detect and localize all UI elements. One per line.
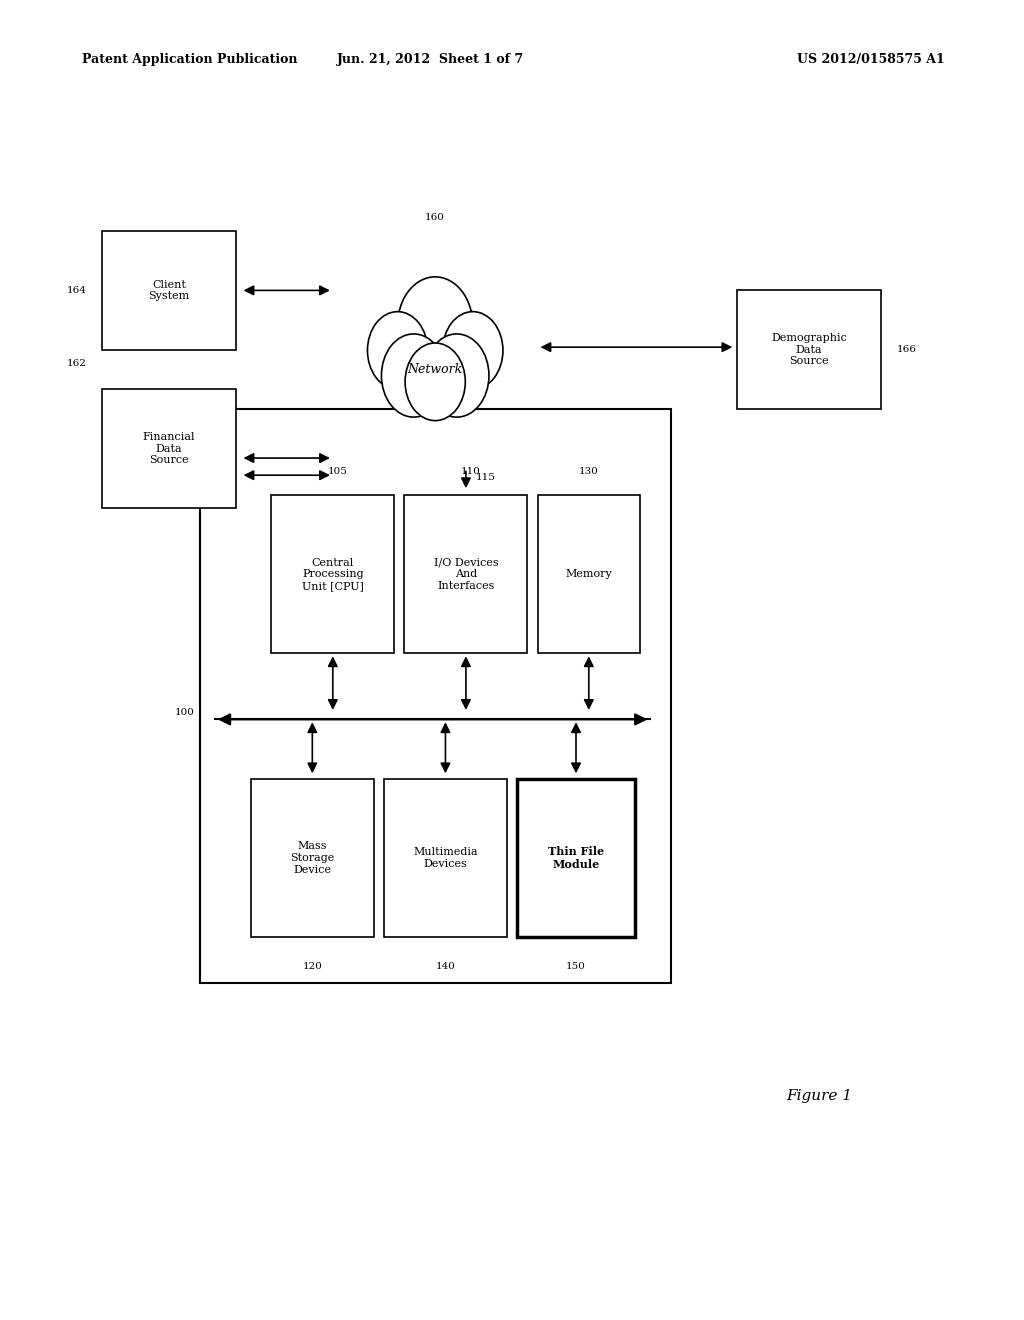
Circle shape <box>406 343 465 421</box>
Text: Memory: Memory <box>565 569 612 579</box>
Circle shape <box>424 334 489 417</box>
FancyBboxPatch shape <box>200 409 671 983</box>
Text: 150: 150 <box>566 962 586 970</box>
FancyBboxPatch shape <box>251 779 374 937</box>
Text: 105: 105 <box>328 467 348 475</box>
FancyBboxPatch shape <box>102 389 236 508</box>
FancyBboxPatch shape <box>404 495 527 653</box>
Text: I/O Devices
And
Interfaces: I/O Devices And Interfaces <box>433 557 499 591</box>
FancyBboxPatch shape <box>384 779 507 937</box>
Circle shape <box>381 334 446 417</box>
Text: Financial
Data
Source: Financial Data Source <box>142 432 196 466</box>
Text: Demographic
Data
Source: Demographic Data Source <box>771 333 847 367</box>
FancyBboxPatch shape <box>102 231 236 350</box>
Text: 130: 130 <box>579 467 599 475</box>
Text: Mass
Storage
Device: Mass Storage Device <box>290 841 335 875</box>
Text: Figure 1: Figure 1 <box>786 1089 852 1102</box>
FancyBboxPatch shape <box>737 290 881 409</box>
Circle shape <box>397 277 473 374</box>
Text: Multimedia
Devices: Multimedia Devices <box>413 847 478 869</box>
FancyBboxPatch shape <box>538 495 640 653</box>
Text: Thin File
Module: Thin File Module <box>548 846 604 870</box>
Text: 164: 164 <box>67 286 87 294</box>
Text: US 2012/0158575 A1: US 2012/0158575 A1 <box>797 53 944 66</box>
Text: 100: 100 <box>174 709 195 717</box>
Text: 115: 115 <box>476 474 496 482</box>
FancyBboxPatch shape <box>517 779 635 937</box>
Circle shape <box>442 312 503 389</box>
Text: Jun. 21, 2012  Sheet 1 of 7: Jun. 21, 2012 Sheet 1 of 7 <box>337 53 523 66</box>
Text: 120: 120 <box>302 962 323 970</box>
Text: Client
System: Client System <box>148 280 189 301</box>
Text: 160: 160 <box>425 214 445 222</box>
Text: Central
Processing
Unit [CPU]: Central Processing Unit [CPU] <box>302 557 364 591</box>
Circle shape <box>368 312 428 389</box>
Text: Patent Application Publication: Patent Application Publication <box>82 53 297 66</box>
Text: 162: 162 <box>67 359 87 367</box>
Text: Network: Network <box>408 363 463 376</box>
Text: 140: 140 <box>435 962 456 970</box>
FancyBboxPatch shape <box>271 495 394 653</box>
Text: 166: 166 <box>896 346 916 354</box>
Text: 110: 110 <box>461 467 481 475</box>
